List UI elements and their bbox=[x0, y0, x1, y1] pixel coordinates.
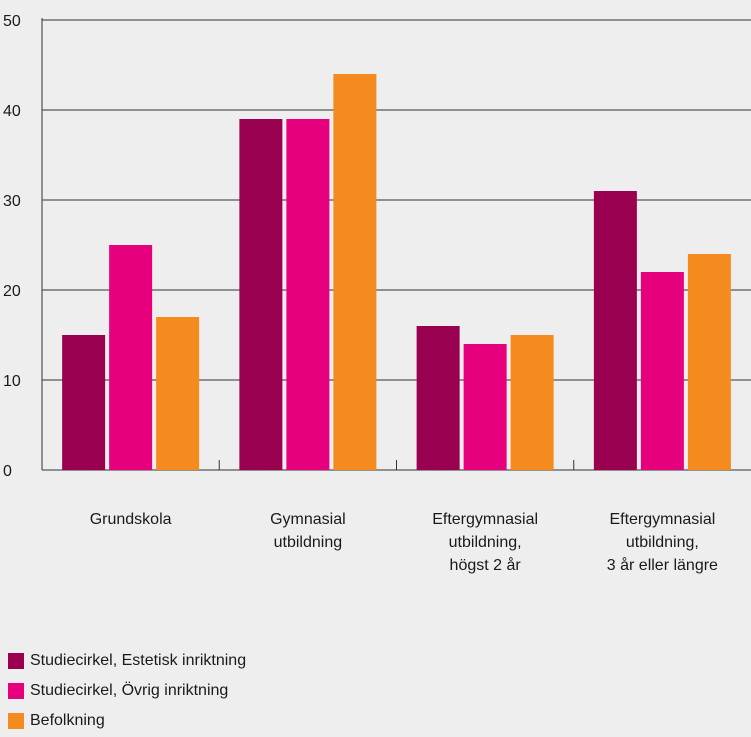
legend-swatch bbox=[8, 653, 24, 669]
bar bbox=[286, 119, 330, 470]
bar bbox=[62, 335, 106, 470]
x-tick-label: Gymnasial bbox=[270, 511, 346, 528]
x-tick-label: utbildning, bbox=[626, 534, 699, 551]
y-tick-label: 50 bbox=[3, 13, 21, 30]
x-tick-label: Eftergymnasial bbox=[609, 511, 715, 528]
bar bbox=[156, 317, 200, 470]
x-tick-label: utbildning bbox=[274, 534, 343, 551]
legend-item: Studiecirkel, Övrig inriktning bbox=[8, 676, 246, 706]
legend-label: Studiecirkel, Övrig inriktning bbox=[30, 682, 229, 699]
bar bbox=[109, 245, 153, 470]
bar bbox=[333, 74, 377, 470]
legend-item: Befolkning bbox=[8, 706, 246, 736]
bar bbox=[640, 272, 684, 470]
legend: Studiecirkel, Estetisk inriktning Studie… bbox=[8, 646, 246, 736]
legend-swatch bbox=[8, 713, 24, 729]
x-tick-label: högst 2 år bbox=[450, 556, 522, 574]
y-tick-label: 40 bbox=[3, 103, 21, 120]
bar-chart-plot: 0 10 20 30 40 50 Grundskola Gymnasial utbildning… bbox=[3, 13, 751, 574]
legend-item: Studiecirkel, Estetisk inriktning bbox=[8, 646, 246, 676]
x-tick-label: Grundskola bbox=[90, 511, 172, 528]
bar bbox=[239, 119, 283, 470]
bar bbox=[463, 344, 507, 470]
legend-label: Studiecirkel, Estetisk inriktning bbox=[30, 652, 247, 669]
x-tick-label: Eftergymnasial bbox=[432, 511, 538, 528]
y-tick-label: 0 bbox=[3, 463, 12, 480]
y-tick-label: 10 bbox=[3, 373, 21, 390]
bar bbox=[510, 335, 554, 470]
y-tick-label: 30 bbox=[3, 193, 21, 210]
bar bbox=[687, 254, 731, 470]
bar bbox=[416, 326, 460, 470]
legend-label: Befolkning bbox=[30, 712, 105, 729]
legend-swatch bbox=[8, 683, 24, 699]
x-tick-label: 3 år eller längre bbox=[607, 556, 718, 574]
x-tick-label: utbildning, bbox=[449, 534, 522, 551]
y-tick-label: 20 bbox=[3, 283, 21, 300]
bar bbox=[593, 191, 637, 470]
